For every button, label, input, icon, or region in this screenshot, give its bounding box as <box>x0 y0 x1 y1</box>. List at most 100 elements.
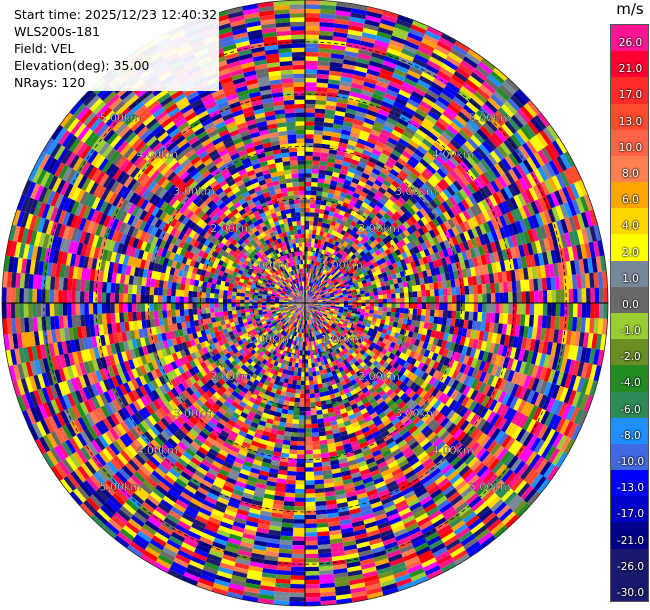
velocity-cell <box>328 313 333 317</box>
velocity-cell <box>361 222 368 229</box>
velocity-cell <box>354 349 360 355</box>
velocity-cell <box>546 341 553 356</box>
velocity-cell <box>305 566 319 572</box>
velocity-cell <box>378 208 387 217</box>
velocity-cell <box>356 323 362 328</box>
velocity-cell <box>322 231 328 238</box>
velocity-cell <box>344 318 350 323</box>
velocity-cell <box>370 342 377 348</box>
velocity-cell <box>387 274 393 281</box>
velocity-cell <box>345 333 351 339</box>
velocity-cell <box>522 449 534 464</box>
velocity-cell <box>414 201 423 211</box>
velocity-cell <box>546 124 560 141</box>
velocity-cell <box>487 168 498 181</box>
velocity-cell <box>284 492 295 498</box>
velocity-cell <box>362 85 375 93</box>
velocity-cell <box>335 6 352 13</box>
velocity-cell <box>442 188 453 199</box>
velocity-cell <box>512 258 519 270</box>
velocity-cell <box>450 279 456 288</box>
velocity-cell <box>347 309 352 313</box>
velocity-cell <box>497 432 509 446</box>
velocity-cell <box>334 14 351 21</box>
velocity-cell <box>380 257 386 264</box>
velocity-cell <box>315 397 321 402</box>
velocity-cell <box>448 399 458 410</box>
velocity-cell <box>301 363 305 368</box>
velocity-cell <box>510 209 520 223</box>
velocity-cell <box>515 220 524 234</box>
velocity-cell <box>359 314 365 319</box>
velocity-cell <box>292 419 299 424</box>
velocity-cell <box>485 119 498 133</box>
velocity-cell <box>348 300 353 303</box>
velocity-cell <box>355 259 361 265</box>
velocity-cell <box>466 356 474 367</box>
velocity-cell <box>362 271 369 277</box>
velocity-cell <box>359 93 372 102</box>
velocity-cell <box>369 306 375 311</box>
velocity-cell <box>412 291 418 298</box>
velocity-cell <box>363 358 370 365</box>
velocity-cell <box>319 283 324 288</box>
velocity-cell <box>371 225 379 233</box>
velocity-cell <box>315 280 320 285</box>
velocity-cell <box>458 146 470 159</box>
velocity-cell <box>494 282 500 293</box>
velocity-cell <box>564 289 569 303</box>
velocity-cell <box>524 314 530 327</box>
velocity-cell <box>442 211 452 221</box>
velocity-cell <box>308 296 312 301</box>
velocity-cell <box>320 317 325 322</box>
velocity-cell <box>503 281 509 293</box>
velocity-cell <box>579 394 590 410</box>
velocity-cell <box>463 277 469 287</box>
velocity-cell <box>350 346 357 352</box>
velocity-cell <box>398 352 406 360</box>
velocity-cell <box>478 143 490 156</box>
velocity-cell <box>495 261 502 273</box>
velocity-cell <box>547 222 556 237</box>
velocity-cell <box>342 183 350 190</box>
velocity-cell <box>476 339 483 351</box>
velocity-cell <box>357 330 363 336</box>
velocity-cell <box>305 207 310 213</box>
velocity-cell <box>571 245 579 261</box>
velocity-cell <box>390 214 399 222</box>
velocity-cell <box>429 309 435 317</box>
velocity-cell <box>382 10 399 19</box>
velocity-cell <box>312 297 317 300</box>
velocity-cell <box>512 336 519 348</box>
velocity-cell <box>580 317 586 333</box>
velocity-cell <box>420 264 427 272</box>
velocity-cell <box>385 241 393 249</box>
velocity-cell <box>305 168 312 174</box>
velocity-cell <box>330 296 335 299</box>
velocity-cell <box>329 309 335 313</box>
velocity-cell <box>291 553 305 559</box>
velocity-cell <box>305 290 307 295</box>
velocity-cell <box>586 288 591 303</box>
velocity-cell <box>365 266 371 272</box>
velocity-cell <box>475 225 483 237</box>
velocity-cell <box>321 286 326 291</box>
velocity-cell <box>375 278 381 284</box>
velocity-cell <box>537 340 545 354</box>
velocity-cell <box>389 284 395 290</box>
velocity-cell <box>308 298 313 301</box>
velocity-cell <box>567 389 577 406</box>
velocity-cell <box>321 307 326 310</box>
velocity-cell <box>317 178 325 184</box>
velocity-cell <box>319 204 326 210</box>
velocity-cell <box>345 243 352 250</box>
velocity-cell <box>360 355 367 362</box>
velocity-cell <box>472 257 479 267</box>
velocity-cell <box>453 428 464 440</box>
velocity-cell <box>409 248 416 256</box>
velocity-cell <box>448 196 458 207</box>
velocity-cell <box>328 79 341 85</box>
velocity-cell <box>311 294 316 298</box>
velocity-cell <box>393 211 402 219</box>
velocity-cell <box>396 234 403 242</box>
